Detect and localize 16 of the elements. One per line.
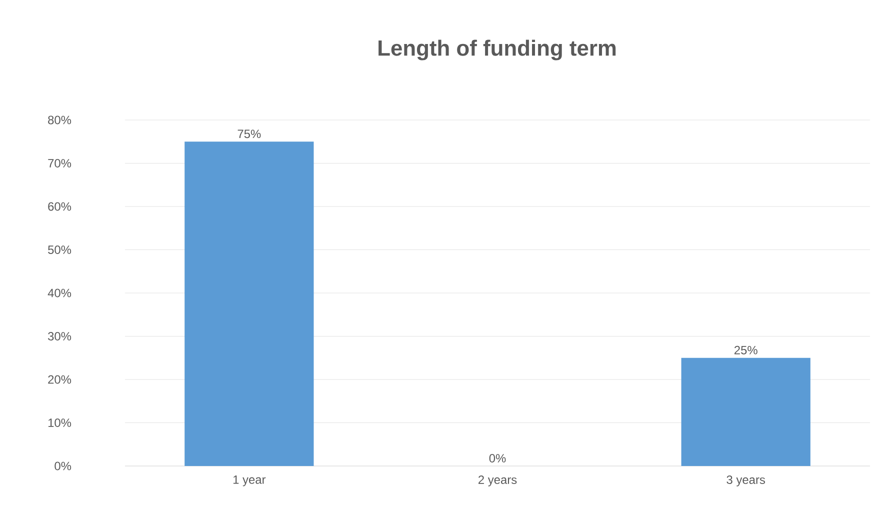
data-label: 0%	[489, 454, 506, 462]
y-tick-label: 70%	[48, 159, 72, 168]
data-label: 75%	[238, 130, 261, 138]
y-tick-label: 30%	[48, 332, 72, 340]
x-tick-label: 1 year	[233, 476, 266, 486]
y-tick-label: 80%	[48, 116, 72, 124]
y-tick-label: 40%	[48, 288, 72, 298]
chart-title: Length of funding term	[378, 40, 616, 60]
x-tick-label: 3 years	[726, 476, 765, 486]
y-tick-label: 0%	[54, 462, 72, 470]
y-tick-label: 10%	[48, 418, 72, 427]
y-tick-label: 60%	[48, 202, 72, 211]
x-tick-label: 2 years	[478, 476, 517, 486]
data-label: 25%	[734, 346, 758, 354]
y-tick-label: 50%	[48, 246, 72, 254]
y-tick-label: 20%	[48, 375, 72, 384]
